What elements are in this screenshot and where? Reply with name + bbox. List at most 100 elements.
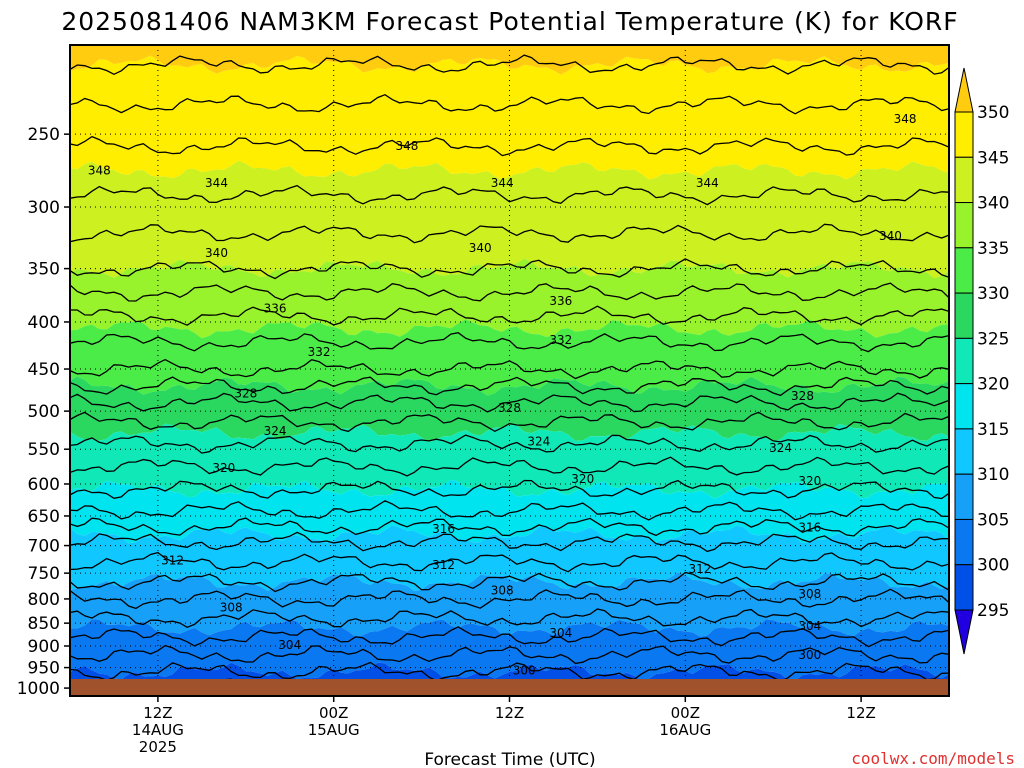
contour-label: 320 [212,461,235,475]
fill-band [70,55,949,180]
contour-label: 312 [161,554,184,568]
x-tick-label: 12Z [846,704,875,722]
colorbar-label: 335 [977,239,1009,259]
contour-line [70,223,949,244]
colorbar-extend-top [954,67,974,113]
contour-line [70,184,949,206]
contour-line [70,305,949,326]
contour-line [70,258,949,280]
contour-line [70,661,949,683]
y-tick-label: 350 [28,260,60,280]
contour-label: 300 [513,663,536,677]
contour-line [70,93,949,115]
y-tick-label: 800 [28,590,60,610]
contour-label: 316 [798,521,821,535]
contour-label: 336 [549,294,572,308]
y-tick-label: 900 [28,637,60,657]
colorbar-segment [954,292,974,339]
contour-label: 340 [879,229,902,243]
y-tick-label: 650 [28,507,60,527]
contour-label: 324 [264,424,287,438]
contour-label: 308 [220,600,243,614]
contour-label: 308 [491,583,514,597]
x-tick-label: 14AUG [132,721,184,739]
plot-area: 348 348 348 344 344 344 340 340 340 336 336 332 332 3… [70,45,949,696]
colorbar-segment [954,383,974,430]
contour-line [70,332,949,353]
colorbar-segment [954,428,974,475]
y-axis-ticks: 250 300 350 400 450 500 550 600 650 700 750 800 850 9… [17,125,70,699]
y-tick-label: 850 [28,614,60,634]
y-tick-label: 1000 [17,679,60,699]
contour-label: 344 [491,176,514,190]
colorbar: 350 345 340 335 330 325 320 315 310 305 300 295 [954,67,1009,655]
colorbar-label: 350 [977,103,1009,123]
colorbar-segment [954,202,974,249]
fill-band [70,45,949,75]
contour-line [70,644,949,665]
contour-label: 328 [234,386,257,400]
contour-label: 320 [798,474,821,488]
contour-line [70,456,949,477]
contour-label: 300 [798,648,821,662]
x-tick-label: 16AUG [659,721,711,739]
contour-label: 324 [769,441,792,455]
colorbar-extend-bottom [954,609,974,655]
y-tick-label: 400 [28,313,60,333]
contour-label: 304 [278,638,301,652]
fill-band [70,423,949,499]
fill-band [70,160,949,279]
contour-label: 312 [688,562,711,576]
colorbar-label: 325 [977,329,1009,349]
colorbar-label: 310 [977,465,1009,485]
contour-label: 312 [432,558,455,572]
contour-label: 328 [498,401,521,415]
fill-band [70,479,949,544]
contour-line [70,517,949,537]
contour-label: 320 [571,472,594,486]
contour-label: 308 [798,587,821,601]
y-tick-label: 950 [28,659,60,679]
contour-label: 328 [791,389,814,403]
contour-line [70,571,949,593]
contour-line [70,588,949,610]
fill-band [70,525,949,591]
credit-text: coolwx.com/models [851,749,1015,768]
contour-label: 304 [798,619,821,633]
x-tick-label: 2025 [139,738,177,756]
x-tick-label: 15AUG [308,721,360,739]
contour-label: 316 [432,522,455,536]
colorbar-label: 330 [977,284,1009,304]
contour-label: 348 [894,112,917,126]
contour-label: 304 [549,626,572,640]
y-tick-label: 450 [28,360,60,380]
contour-label: 336 [264,301,287,315]
ground-bar [70,679,949,696]
grid-lines [70,45,949,696]
contour-label: 332 [308,345,331,359]
contour-line [70,411,949,433]
y-tick-label: 600 [28,475,60,495]
contour-line [70,54,949,76]
contour-line [70,392,949,413]
contour-label: 348 [88,163,111,177]
colorbar-label: 300 [977,556,1009,576]
contour-line [70,479,949,500]
colorbar-label: 320 [977,375,1009,395]
contour-line [70,135,949,157]
colorbar-segment [954,247,974,294]
contour-labels: 348 348 348 344 344 344 340 340 340 336 336 332 332 3… [88,112,917,695]
contour-line [70,282,949,302]
contour-label: 324 [527,434,550,448]
contour-label: 344 [205,176,228,190]
y-tick-label: 750 [28,564,60,584]
y-tick-label: 500 [28,402,60,422]
contour-line [70,358,949,380]
contour-line [70,531,949,553]
contour-label: 332 [549,333,572,347]
y-tick-label: 700 [28,537,60,557]
colorbar-label: 305 [977,510,1009,530]
colorbar-segment [954,518,974,566]
colorbar-label: 315 [977,420,1009,440]
colorbar-segment [954,111,974,158]
